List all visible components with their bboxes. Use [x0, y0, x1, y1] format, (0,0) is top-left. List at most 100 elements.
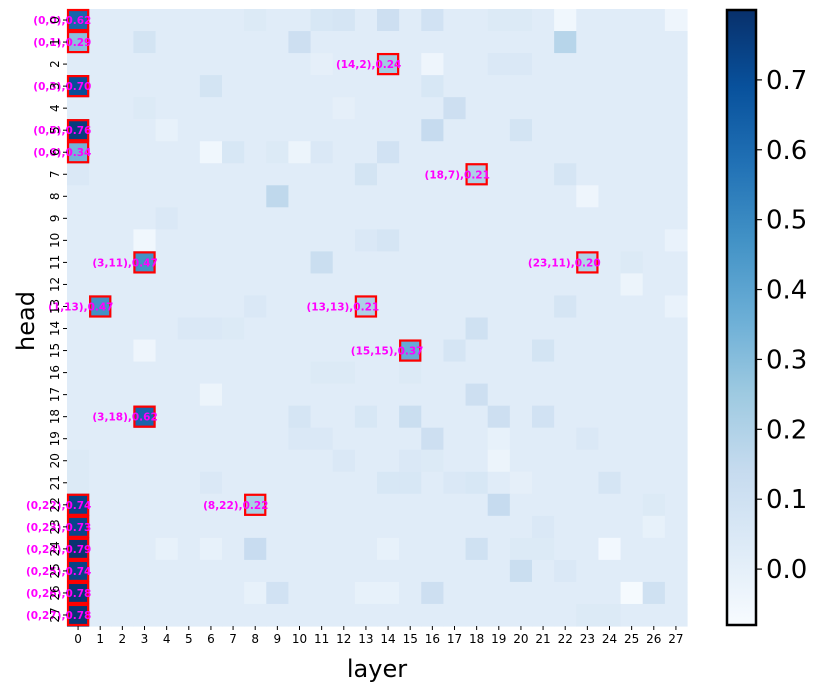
heatmap-cell	[399, 493, 422, 517]
heatmap-cell	[288, 515, 312, 539]
heatmap-cell	[133, 75, 157, 98]
heatmap-cell	[244, 603, 267, 627]
heatmap-cell	[222, 53, 245, 76]
heatmap-cell	[377, 251, 400, 275]
heatmap-cell	[664, 427, 688, 451]
heatmap-cell	[332, 295, 356, 319]
heatmap-cell	[266, 9, 290, 32]
heatmap-cell	[199, 185, 223, 208]
x-tick-label: 18	[469, 632, 484, 646]
heatmap-cell	[244, 251, 267, 275]
heatmap-cell	[598, 97, 622, 120]
heatmap-cell	[532, 273, 555, 297]
y-axis-title: head	[12, 291, 40, 351]
heatmap-cell	[266, 493, 290, 517]
y-tick-label: 15	[48, 343, 62, 358]
heatmap-cell	[332, 493, 356, 517]
heatmap-cell	[332, 75, 356, 98]
heatmap-cell	[487, 339, 511, 363]
heatmap-cell	[244, 493, 267, 517]
heatmap-cell	[532, 405, 555, 429]
x-tick-label: 23	[580, 632, 595, 646]
heatmap-cell	[509, 603, 533, 627]
heatmap-cell	[310, 75, 334, 98]
heatmap-cell	[111, 493, 135, 517]
heatmap-cell	[554, 317, 577, 341]
heatmap-cell	[576, 559, 600, 583]
heatmap-cell	[421, 141, 445, 164]
heatmap-cell	[598, 603, 622, 627]
highlight-box	[66, 30, 90, 54]
heatmap-cell	[354, 317, 378, 341]
heatmap-cell	[465, 383, 489, 407]
heatmap-cell	[177, 581, 201, 605]
heatmap-cell	[399, 53, 422, 76]
heatmap-cell	[288, 53, 312, 76]
heatmap-cell	[509, 493, 533, 517]
heatmap-cell	[177, 31, 201, 54]
heatmap-cell	[664, 317, 688, 341]
heatmap-cell	[399, 75, 422, 98]
heatmap-cell	[133, 471, 157, 495]
heatmap-cell	[133, 207, 157, 230]
heatmap-cell	[133, 449, 157, 473]
heatmap-cell	[554, 9, 577, 32]
x-tick-label: 4	[163, 632, 171, 646]
heatmap-cell	[465, 581, 489, 605]
heatmap-cell	[487, 75, 511, 98]
heatmap-cell	[222, 229, 245, 252]
heatmap-cell	[111, 163, 135, 186]
heatmap-cell	[354, 559, 378, 583]
heatmap-cell	[465, 405, 489, 429]
heatmap-cell	[67, 581, 90, 605]
heatmap-cell	[487, 581, 511, 605]
heatmap-cell	[354, 383, 378, 407]
heatmap-cell	[155, 603, 179, 627]
heatmap-cell	[310, 53, 334, 76]
heatmap-cell	[532, 537, 555, 561]
heatmap-cell	[177, 493, 201, 517]
heatmap-cell	[554, 603, 577, 627]
heatmap-cell	[377, 537, 400, 561]
heatmap-cell	[89, 97, 112, 120]
heatmap-cell	[443, 185, 467, 208]
heatmap-cell	[332, 405, 356, 429]
heatmap-cell	[421, 53, 445, 76]
heatmap-cell	[332, 361, 356, 385]
heatmap-cell	[67, 251, 90, 275]
heatmap-cell	[509, 361, 533, 385]
heatmap-cell	[222, 97, 245, 120]
heatmap-cell	[443, 515, 467, 539]
heatmap-cell	[598, 405, 622, 429]
heatmap-cell	[598, 317, 622, 341]
heatmap-cell	[620, 75, 644, 98]
heatmap-cell	[443, 559, 467, 583]
heatmap-cell	[620, 141, 644, 164]
heatmap-cell	[642, 493, 666, 517]
heatmap-cell	[177, 251, 201, 275]
heatmap-cell	[377, 603, 400, 627]
heatmap-cell	[620, 53, 644, 76]
heatmap-cell	[155, 185, 179, 208]
heatmap-cell	[576, 229, 600, 252]
heatmap-cell	[67, 515, 90, 539]
annotation-label: (0,25),0.74	[26, 566, 91, 578]
x-tick-label: 25	[624, 632, 639, 646]
heatmap-cell	[244, 9, 267, 32]
x-tick-label: 26	[646, 632, 661, 646]
heatmap-cell	[465, 31, 489, 54]
heatmap-cell	[664, 185, 688, 208]
y-tick-label: 23	[48, 519, 62, 534]
heatmap-cell	[310, 471, 334, 495]
heatmap-cell	[177, 119, 201, 142]
heatmap-cell	[310, 295, 334, 319]
heatmap-cell	[576, 141, 600, 164]
heatmap-cell	[155, 449, 179, 473]
heatmap-cell	[111, 185, 135, 208]
heatmap-cell	[111, 229, 135, 252]
heatmap-cell	[244, 559, 267, 583]
heatmap-cell	[222, 163, 245, 186]
heatmap-cell	[310, 31, 334, 54]
heatmap-cell	[266, 185, 290, 208]
heatmap-cell	[664, 295, 688, 319]
